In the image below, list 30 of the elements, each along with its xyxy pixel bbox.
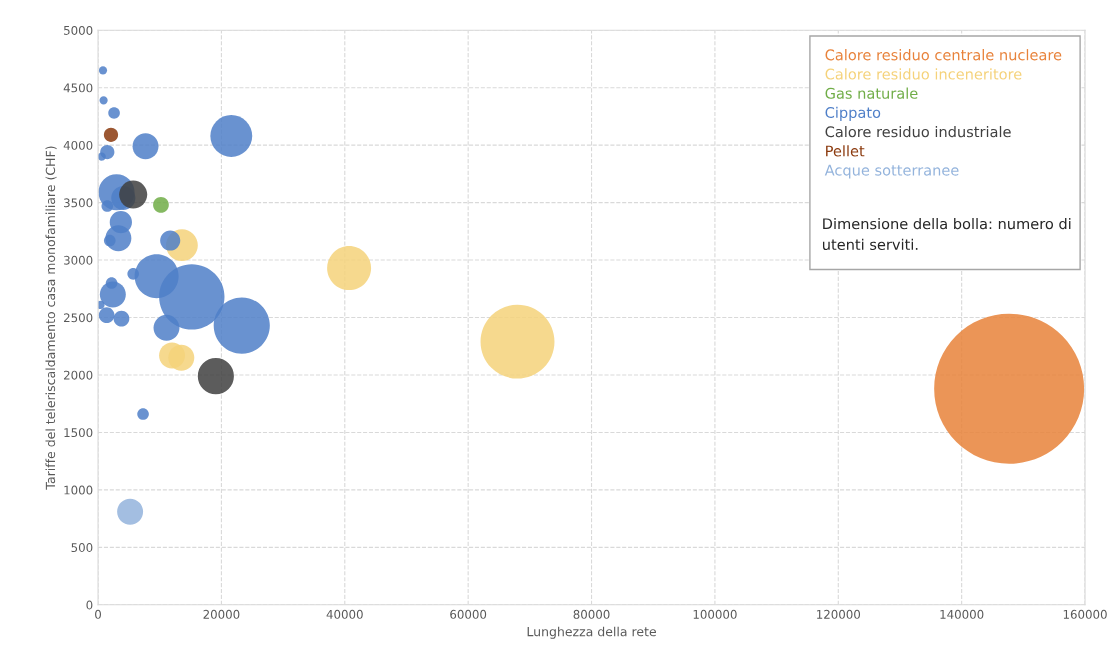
y-tick-label: 4000 xyxy=(63,140,93,150)
text: Pellet xyxy=(826,145,865,157)
y-tick-label: 1500 xyxy=(64,428,93,438)
y-tick-label: 1000 xyxy=(64,485,93,495)
y-axis-title: Tariffe del teleriscaldamento casa monofamiliare (CHF) xyxy=(45,146,57,490)
y-tick-label: 5000 xyxy=(64,25,93,35)
x-tick-label: 160000 xyxy=(1063,609,1107,619)
text: Gas naturale xyxy=(825,87,918,99)
x-axis-title: Lunghezza della rete xyxy=(527,626,656,639)
text: Calore residuo industriale xyxy=(825,125,1011,138)
y-tick-label: 500 xyxy=(71,543,93,552)
text: Calore residuo inceneritore xyxy=(825,68,1022,80)
annotation: Dimensione della bolla: numero di utenti serviti. xyxy=(823,217,1071,251)
x-tick-label: 80000 xyxy=(573,609,610,619)
x-tick-label: 100000 xyxy=(693,609,737,619)
y-tick-label: 0 xyxy=(86,600,93,610)
x-tick-label: 20000 xyxy=(203,609,240,619)
x-tick-label: 40000 xyxy=(326,609,363,619)
x-tick-label: 140000 xyxy=(940,609,984,619)
text: Calore residuo centrale nucleare xyxy=(825,49,1062,61)
y-tick-label: 3000 xyxy=(64,255,93,265)
x-tick-label: 60000 xyxy=(450,609,487,619)
text: Cippato xyxy=(825,106,881,121)
y-tick-label: 2500 xyxy=(63,313,93,323)
text: Acque sotterranee xyxy=(824,164,959,179)
y-tick-label: 2000 xyxy=(63,370,93,380)
x-tick-label: 0 xyxy=(95,609,101,619)
y-tick-label: 3500 xyxy=(64,198,93,208)
y-tick-label: 4500 xyxy=(63,83,93,93)
x-tick-label: 120000 xyxy=(817,609,861,619)
